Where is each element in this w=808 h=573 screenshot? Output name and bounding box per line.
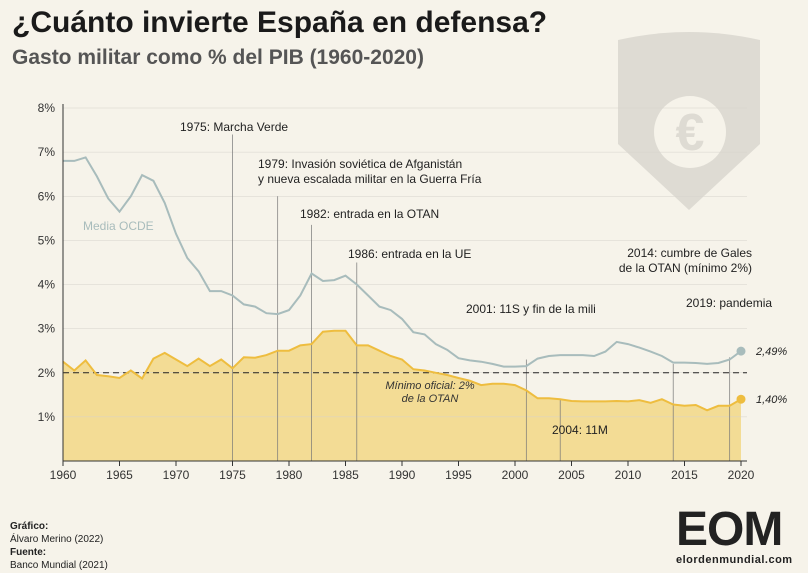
x-tick-label-1965: 1965 — [106, 468, 133, 482]
logo-mark: EOM — [676, 503, 783, 556]
y-tick-label-6: 6% — [38, 189, 56, 203]
x-tick-label-1975: 1975 — [219, 468, 246, 482]
credits: Gráfico: Álvaro Merino (2022) Fuente: Ba… — [10, 520, 108, 572]
y-tick-label-5: 5% — [38, 233, 56, 247]
spain-line-end-point — [736, 394, 746, 404]
logo-url: elordenmundial.com — [676, 554, 793, 566]
credits-fuente-label: Fuente: — [10, 547, 47, 558]
x-tick-label-2005: 2005 — [558, 468, 585, 482]
annotation-label-1979-0: 1979: Invasión soviética de Afganistán — [258, 157, 462, 171]
x-tick-label-1970: 1970 — [163, 468, 190, 482]
nato-minimum-label-2: de la OTAN — [402, 393, 459, 405]
oecd-series-label: Media OCDE — [83, 219, 154, 233]
y-tick-label-2: 2% — [38, 366, 56, 380]
x-tick-label-1960: 1960 — [50, 468, 77, 482]
spain-line — [62, 329, 742, 412]
annotation-label-1982-0: 1982: entrada en la OTAN — [300, 207, 439, 221]
annotation-label-1975-0: 1975: Marcha Verde — [180, 120, 288, 134]
eom-logo: EOM elordenmundial.com — [676, 506, 804, 568]
x-tick-label-1995: 1995 — [445, 468, 472, 482]
y-tick-label-4: 4% — [38, 278, 56, 292]
x-tick-label-2020: 2020 — [728, 468, 755, 482]
credits-grafico-value: Álvaro Merino (2022) — [10, 534, 104, 545]
spain-end-label: 1,40% — [756, 394, 787, 406]
chart-title: ¿Cuánto invierte España en defensa? — [12, 6, 548, 39]
x-tick-label-2015: 2015 — [671, 468, 698, 482]
oecd-line-end-point — [736, 346, 746, 356]
x-tick-label-2010: 2010 — [615, 468, 642, 482]
nato-minimum-label-1: Mínimo oficial: 2% — [385, 380, 474, 392]
y-tick-label-7: 7% — [38, 145, 56, 159]
x-tick-label-1985: 1985 — [332, 468, 359, 482]
oecd-line — [63, 156, 742, 368]
euro-shield-icon: € — [618, 32, 760, 210]
annotation-label-1986-0: 1986: entrada en la UE — [348, 247, 471, 261]
annotation-label-2019-0: 2019: pandemia — [686, 296, 772, 310]
annotation-label-1979-1: y nueva escalada militar en la Guerra Fr… — [258, 172, 482, 186]
annotation-label-2014-1: de la OTAN (mínimo 2%) — [619, 261, 752, 275]
annotation-label-2004-0: 2004: 11M — [552, 423, 608, 437]
x-tick-label-1990: 1990 — [389, 468, 416, 482]
annotation-label-2001-0: 2001: 11S y fin de la mili — [466, 302, 596, 316]
credits-fuente-value: Banco Mundial (2021) — [10, 560, 108, 571]
y-tick-label-8: 8% — [38, 101, 56, 115]
chart-subtitle: Gasto militar como % del PIB (1960-2020) — [12, 46, 424, 69]
x-tick-label-2000: 2000 — [502, 468, 529, 482]
y-tick-label-1: 1% — [38, 410, 56, 424]
x-tick-label-1980: 1980 — [276, 468, 303, 482]
annotation-label-2014-0: 2014: cumbre de Gales — [627, 246, 752, 260]
y-tick-label-3: 3% — [38, 322, 56, 336]
credits-grafico-label: Gráfico: — [10, 521, 49, 532]
oecd-end-label: 2,49% — [755, 346, 787, 358]
